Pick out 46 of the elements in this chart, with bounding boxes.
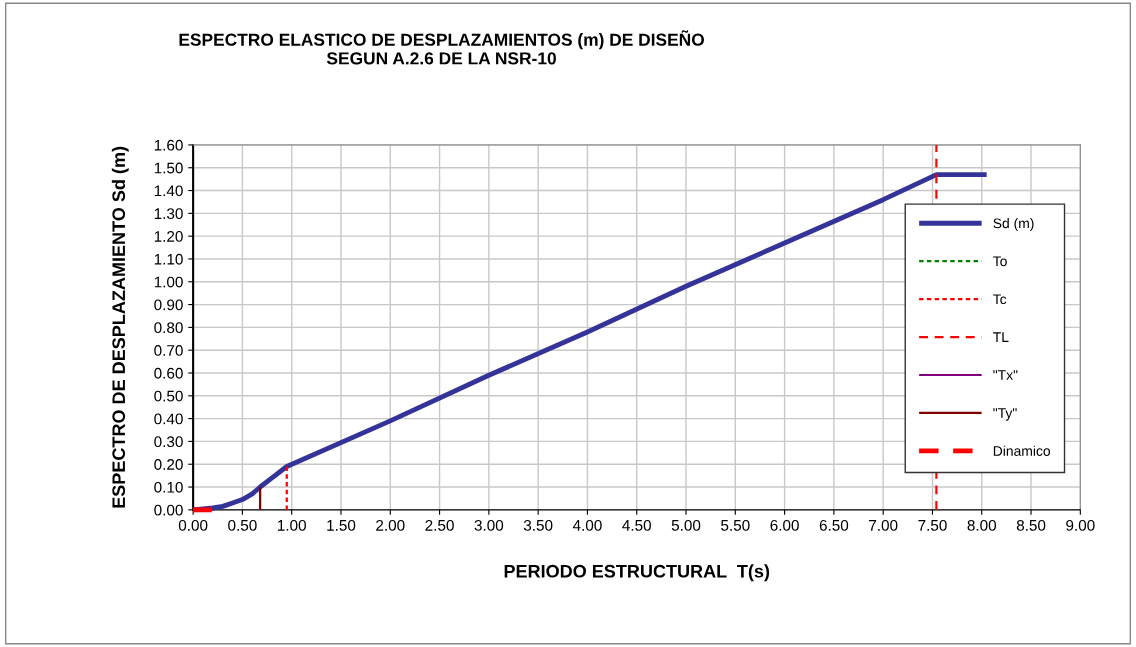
legend-label: Tc	[993, 294, 1007, 305]
x-tick-label: 8.00	[967, 519, 997, 531]
x-tick-label: 5.50	[721, 519, 750, 531]
x-tick-label: 3.50	[523, 519, 553, 531]
legend-label: Dinamico	[993, 445, 1051, 456]
legend-label: "Ty"	[993, 408, 1017, 421]
x-tick-label: 6.00	[770, 519, 799, 531]
y-tick-label: 1.10	[154, 253, 183, 265]
y-tick-label: 1.00	[154, 276, 183, 288]
legend-label: To	[993, 256, 1007, 267]
legend-label: TL	[993, 332, 1009, 342]
x-tick-label: 9.00	[1066, 519, 1095, 531]
x-tick-label: 5.00	[671, 519, 701, 531]
x-tick-label: 2.00	[376, 519, 405, 531]
x-tick-label: 4.50	[622, 519, 651, 531]
legend-label: Sd (m)	[993, 218, 1034, 231]
x-tick-label: 6.50	[819, 519, 849, 531]
y-tick-label: 1.20	[154, 231, 183, 242]
x-tick-label: 7.50	[918, 519, 947, 531]
x-tick-label: 2.50	[425, 519, 454, 531]
x-tick-label: 8.50	[1016, 519, 1046, 531]
y-tick-label: 1.50	[154, 162, 183, 174]
x-tick-label: 0.00	[178, 519, 208, 531]
y-tick-label: 0.70	[154, 345, 183, 356]
y-tick-label: 0.80	[154, 322, 183, 334]
legend-label: "Tx"	[993, 370, 1018, 380]
x-tick-label: 7.00	[869, 519, 898, 531]
y-tick-label: 1.40	[154, 185, 183, 197]
x-tick-label: 4.00	[572, 519, 602, 531]
y-tick-label: 0.50	[154, 390, 183, 402]
y-axis-title: ESPECTRO DE DESPLAZAMIENTO Sd (m)	[111, 146, 129, 508]
chart-title: ESPECTRO ELASTICO DE DESPLAZAMIENTOS (m) DE DISEÑO SEGUN A.2.6 DE LA NSR-10	[179, 30, 704, 65]
y-tick-label: 0.00	[154, 504, 183, 516]
x-tick-label: 1.00	[278, 519, 306, 531]
y-tick-label: 0.30	[154, 436, 183, 448]
y-tick-label: 0.10	[154, 481, 183, 493]
y-tick-label: 1.60	[154, 139, 183, 151]
y-tick-label: 1.30	[154, 208, 183, 220]
y-tick-label: 0.40	[154, 413, 183, 425]
x-tick-label: 1.50	[327, 519, 356, 531]
y-tick-label: 0.90	[154, 299, 183, 311]
y-tick-label: 0.60	[154, 367, 183, 379]
y-tick-label: 0.20	[154, 459, 183, 470]
x-tick-label: 0.50	[228, 519, 257, 531]
x-tick-label: 3.00	[474, 519, 504, 531]
x-axis-title: PERIODO ESTRUCTURAL T(s)	[504, 564, 770, 582]
